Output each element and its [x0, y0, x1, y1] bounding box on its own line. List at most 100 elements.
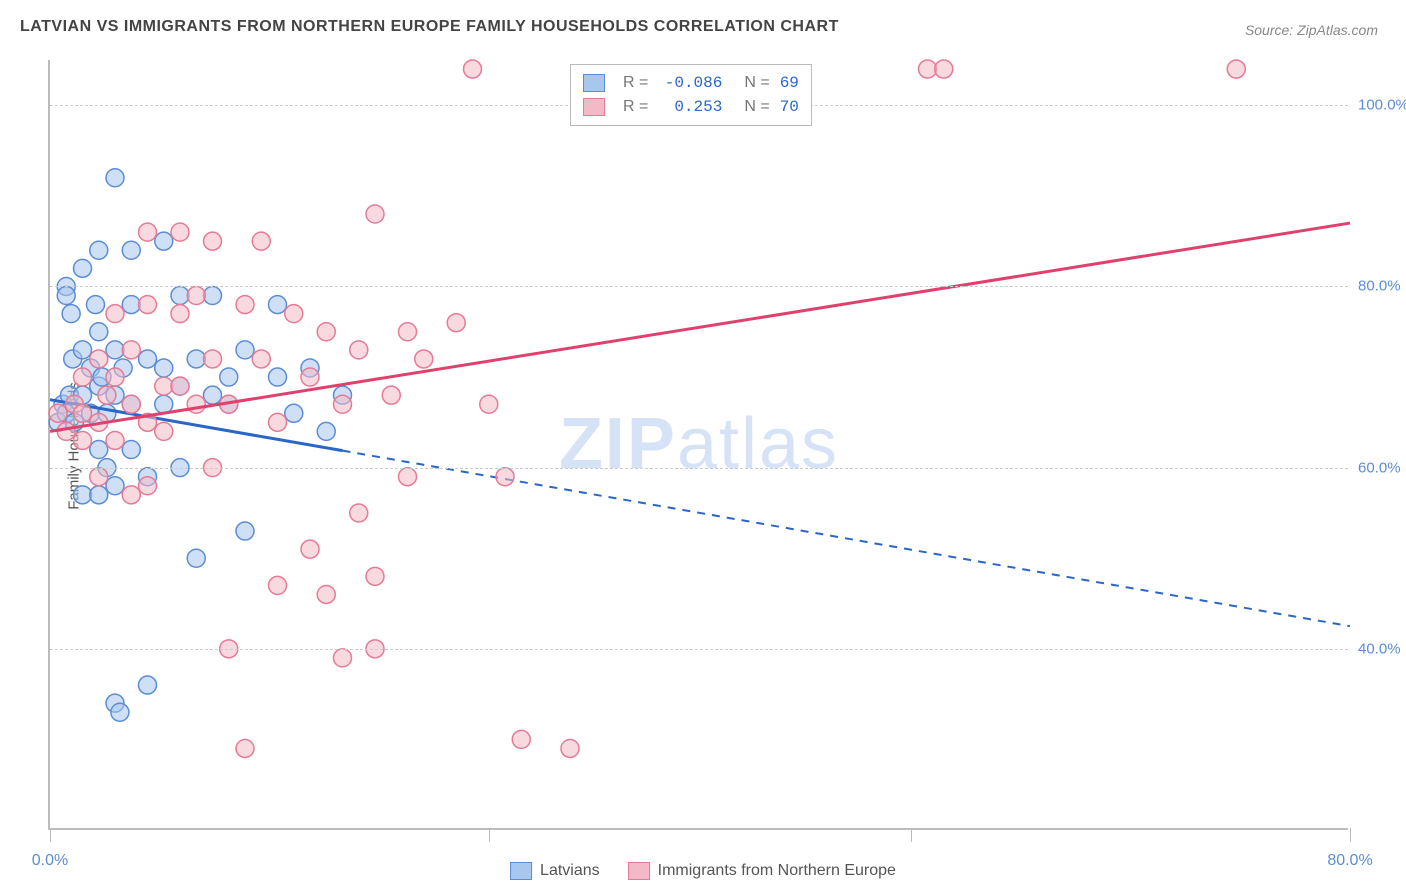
- scatter-point: [171, 305, 189, 323]
- legend-n-value: 70: [780, 95, 799, 119]
- x-tick-mark: [1350, 828, 1351, 842]
- x-tick-mark: [50, 828, 51, 842]
- scatter-point: [90, 241, 108, 259]
- scatter-point: [122, 486, 140, 504]
- bottom-legend-label: Immigrants from Northern Europe: [658, 862, 896, 879]
- scatter-point: [111, 703, 129, 721]
- scatter-point: [74, 431, 92, 449]
- scatter-point: [62, 305, 80, 323]
- scatter-point: [561, 739, 579, 757]
- scatter-point: [464, 60, 482, 78]
- scatter-point: [49, 404, 67, 422]
- y-tick-label: 60.0%: [1358, 459, 1406, 476]
- legend-n-value: 69: [780, 71, 799, 95]
- scatter-point: [139, 350, 157, 368]
- scatter-point: [252, 350, 270, 368]
- legend-swatch-icon: [510, 862, 532, 880]
- scatter-point: [935, 60, 953, 78]
- x-tick-label: 80.0%: [1327, 852, 1372, 870]
- plot-svg: [50, 60, 1348, 828]
- scatter-point: [171, 223, 189, 241]
- scatter-point: [122, 395, 140, 413]
- plot-area: ZIPatlas 40.0%60.0%80.0%100.0%0.0%80.0%: [48, 60, 1348, 830]
- scatter-point: [90, 486, 108, 504]
- legend-box: R = -0.086 N = 69R =0.253N =70: [570, 64, 812, 126]
- chart-title: LATVIAN VS IMMIGRANTS FROM NORTHERN EURO…: [20, 18, 839, 36]
- x-tick-mark: [489, 828, 490, 842]
- scatter-point: [204, 386, 222, 404]
- scatter-point: [350, 341, 368, 359]
- scatter-point: [106, 368, 124, 386]
- legend-n-label: N =: [744, 71, 769, 95]
- scatter-point: [90, 468, 108, 486]
- scatter-point: [171, 287, 189, 305]
- legend-swatch-icon: [583, 74, 605, 92]
- scatter-point: [106, 305, 124, 323]
- scatter-point: [512, 730, 530, 748]
- legend-r-value: -0.086: [658, 71, 722, 95]
- scatter-point: [122, 296, 140, 314]
- y-tick-label: 40.0%: [1358, 640, 1406, 657]
- regression-line-dashed: [343, 451, 1351, 627]
- scatter-point: [366, 205, 384, 223]
- scatter-point: [187, 395, 205, 413]
- scatter-point: [317, 585, 335, 603]
- scatter-point: [74, 259, 92, 277]
- chart-container: LATVIAN VS IMMIGRANTS FROM NORTHERN EURO…: [0, 0, 1406, 892]
- bottom-legend-item: Immigrants from Northern Europe: [628, 862, 896, 880]
- scatter-point: [252, 232, 270, 250]
- scatter-point: [334, 649, 352, 667]
- legend-row: R =0.253N =70: [583, 95, 799, 119]
- scatter-point: [220, 368, 238, 386]
- x-tick-label: 0.0%: [32, 852, 68, 870]
- y-tick-label: 100.0%: [1358, 97, 1406, 114]
- scatter-point: [90, 323, 108, 341]
- scatter-point: [106, 169, 124, 187]
- bottom-legend: Latvians Immigrants from Northern Europe: [510, 862, 896, 880]
- scatter-point: [57, 422, 75, 440]
- gridline-h: [50, 649, 1348, 650]
- x-tick-mark: [911, 828, 912, 842]
- scatter-point: [171, 377, 189, 395]
- scatter-point: [187, 549, 205, 567]
- legend-swatch-icon: [628, 862, 650, 880]
- scatter-point: [285, 305, 303, 323]
- scatter-point: [236, 739, 254, 757]
- scatter-point: [204, 232, 222, 250]
- scatter-point: [269, 576, 287, 594]
- scatter-point: [496, 468, 514, 486]
- legend-row: R =-0.086N =69: [583, 71, 799, 95]
- legend-r-label: R =: [623, 95, 648, 119]
- scatter-point: [919, 60, 937, 78]
- scatter-point: [122, 441, 140, 459]
- scatter-point: [139, 223, 157, 241]
- scatter-point: [269, 296, 287, 314]
- scatter-point: [155, 422, 173, 440]
- scatter-point: [350, 504, 368, 522]
- scatter-point: [139, 477, 157, 495]
- scatter-point: [139, 296, 157, 314]
- scatter-point: [382, 386, 400, 404]
- scatter-point: [204, 350, 222, 368]
- scatter-point: [366, 567, 384, 585]
- bottom-legend-label: Latvians: [540, 862, 600, 879]
- bottom-legend-item: Latvians: [510, 862, 600, 880]
- scatter-point: [187, 350, 205, 368]
- scatter-point: [269, 368, 287, 386]
- gridline-h: [50, 468, 1348, 469]
- y-tick-label: 80.0%: [1358, 278, 1406, 295]
- scatter-point: [74, 486, 92, 504]
- scatter-point: [74, 368, 92, 386]
- scatter-point: [106, 431, 124, 449]
- scatter-point: [122, 341, 140, 359]
- scatter-point: [122, 241, 140, 259]
- scatter-point: [87, 296, 105, 314]
- scatter-point: [236, 341, 254, 359]
- scatter-point: [155, 232, 173, 250]
- gridline-h: [50, 286, 1348, 287]
- scatter-point: [269, 413, 287, 431]
- scatter-point: [106, 341, 124, 359]
- scatter-point: [155, 395, 173, 413]
- scatter-point: [317, 422, 335, 440]
- scatter-point: [155, 359, 173, 377]
